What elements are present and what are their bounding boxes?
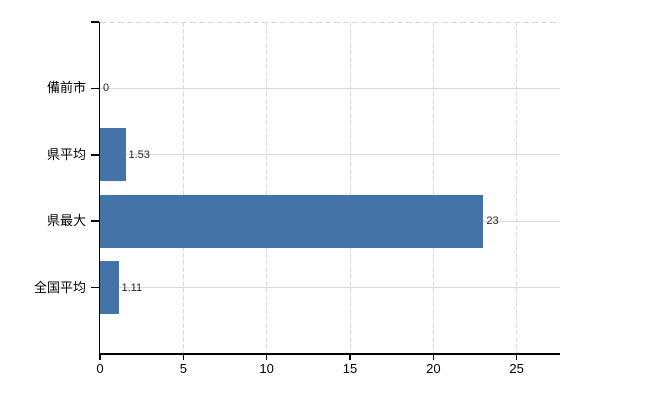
bar xyxy=(100,194,484,248)
gridline-vertical xyxy=(182,22,184,354)
x-axis-line xyxy=(98,353,560,355)
category-label: 県平均 xyxy=(46,146,86,162)
bar-value-label: 0 xyxy=(103,82,110,95)
x-tick-label: 20 xyxy=(426,361,441,376)
x-tick-label: 0 xyxy=(96,361,104,376)
gridline-category xyxy=(100,154,560,156)
plot-area: 0 1.53 23 1.11 xyxy=(100,22,560,354)
bar xyxy=(100,261,119,315)
gridline-vertical xyxy=(266,22,268,354)
x-axis-tick xyxy=(99,354,101,360)
x-axis-tick xyxy=(432,354,435,360)
y-axis-tick xyxy=(91,154,99,156)
category-label: 県最大 xyxy=(46,213,86,229)
bar-value-label: 23 xyxy=(486,215,499,228)
y-axis-tick xyxy=(91,87,99,90)
bar-value-label: 1.53 xyxy=(128,148,150,161)
y-axis-line xyxy=(98,22,101,354)
gridline-vertical xyxy=(432,22,434,354)
x-axis-tick xyxy=(515,354,518,360)
gridline-category xyxy=(100,87,560,89)
bar-value-label: 1.11 xyxy=(121,281,143,294)
gridline-vertical xyxy=(516,22,518,354)
gridline-category xyxy=(100,287,560,289)
x-tick-label: 25 xyxy=(509,361,524,376)
y-axis-end-tick xyxy=(91,21,99,23)
x-axis-tick xyxy=(182,354,185,360)
x-axis-tick xyxy=(265,354,268,360)
bar xyxy=(100,128,126,182)
x-tick-label: 5 xyxy=(179,361,187,376)
y-axis-tick xyxy=(91,220,99,222)
y-axis-tick xyxy=(91,286,99,289)
x-tick-label: 10 xyxy=(259,361,274,376)
gridline-top xyxy=(100,22,560,23)
category-label: 全国平均 xyxy=(33,279,86,295)
gridline-vertical xyxy=(349,22,351,354)
category-label: 備前市 xyxy=(46,80,86,96)
x-tick-label: 15 xyxy=(342,361,358,376)
x-axis-tick xyxy=(349,354,351,360)
